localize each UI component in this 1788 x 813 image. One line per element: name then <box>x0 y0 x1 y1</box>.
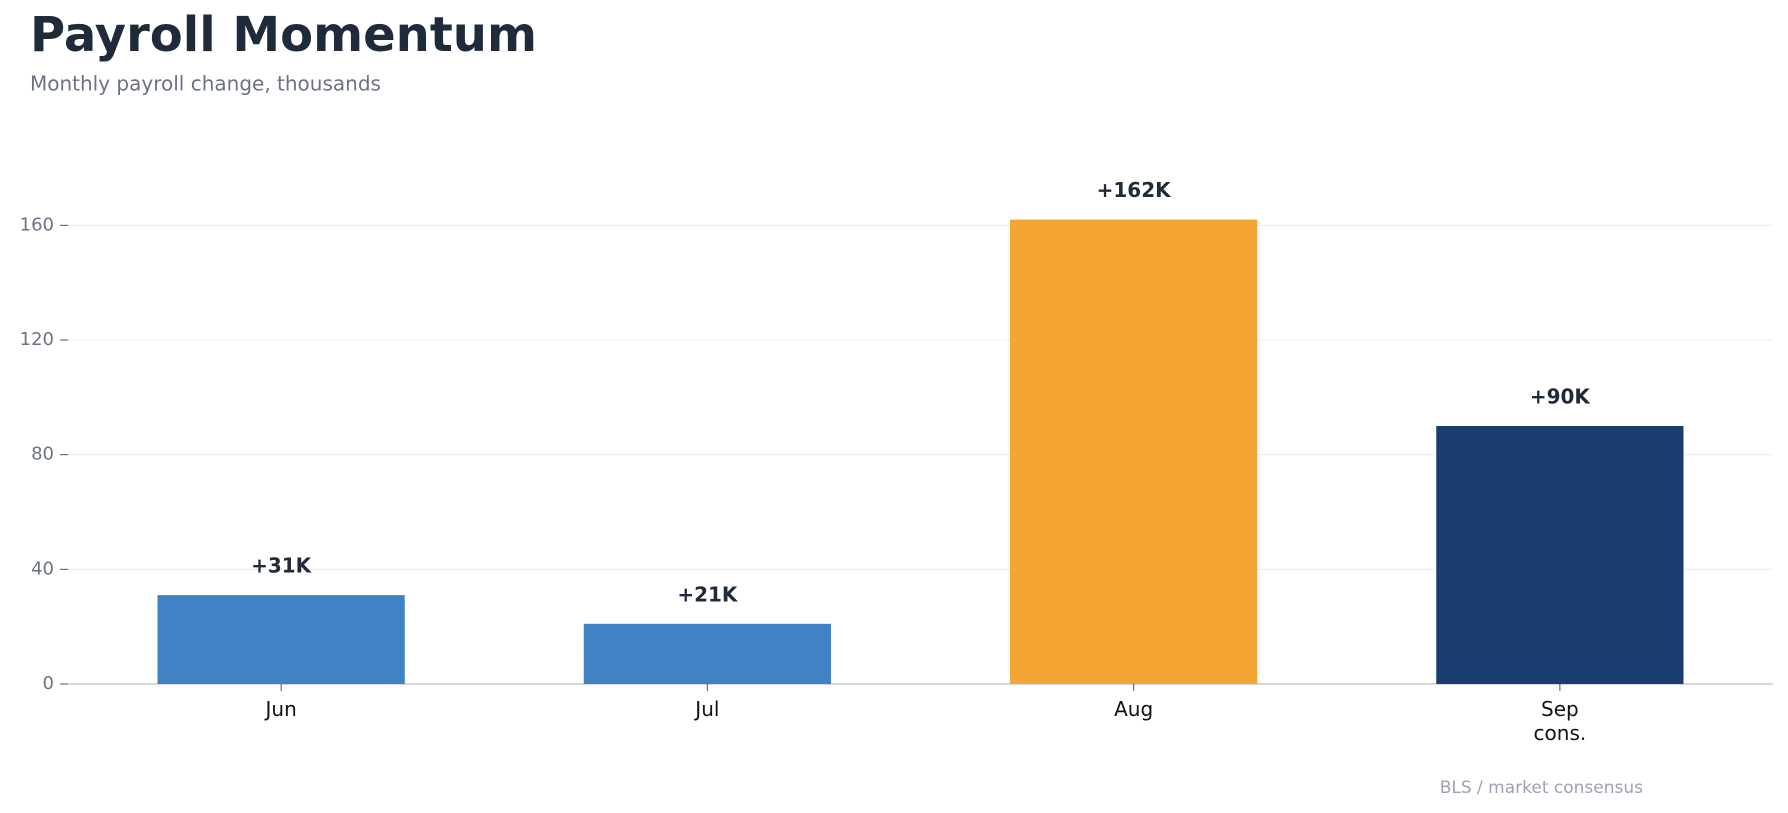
x-tick-label: Sep cons. <box>1534 697 1587 745</box>
x-tick-label: Jun <box>264 697 297 721</box>
value-label: +90K <box>1530 385 1592 409</box>
chart-subtitle: Monthly payroll change, thousands <box>30 72 381 96</box>
value-label: +162K <box>1097 178 1173 202</box>
bar <box>1010 219 1258 684</box>
y-tick-label: 160 <box>20 214 54 235</box>
x-tick-label: Aug <box>1114 697 1153 721</box>
bar <box>583 623 831 684</box>
bar <box>157 595 405 684</box>
x-tick-label: Jul <box>693 697 719 721</box>
bar <box>1436 426 1684 684</box>
value-label: +31K <box>251 554 313 578</box>
y-tick-label: 40 <box>31 558 54 579</box>
y-tick-label: 120 <box>20 329 54 350</box>
y-tick-label: 0 <box>43 673 54 694</box>
chart-title: Payroll Momentum <box>30 7 537 63</box>
source-note: BLS / market consensus <box>1440 778 1643 798</box>
value-label: +21K <box>677 582 739 606</box>
y-tick-label: 80 <box>31 444 54 465</box>
